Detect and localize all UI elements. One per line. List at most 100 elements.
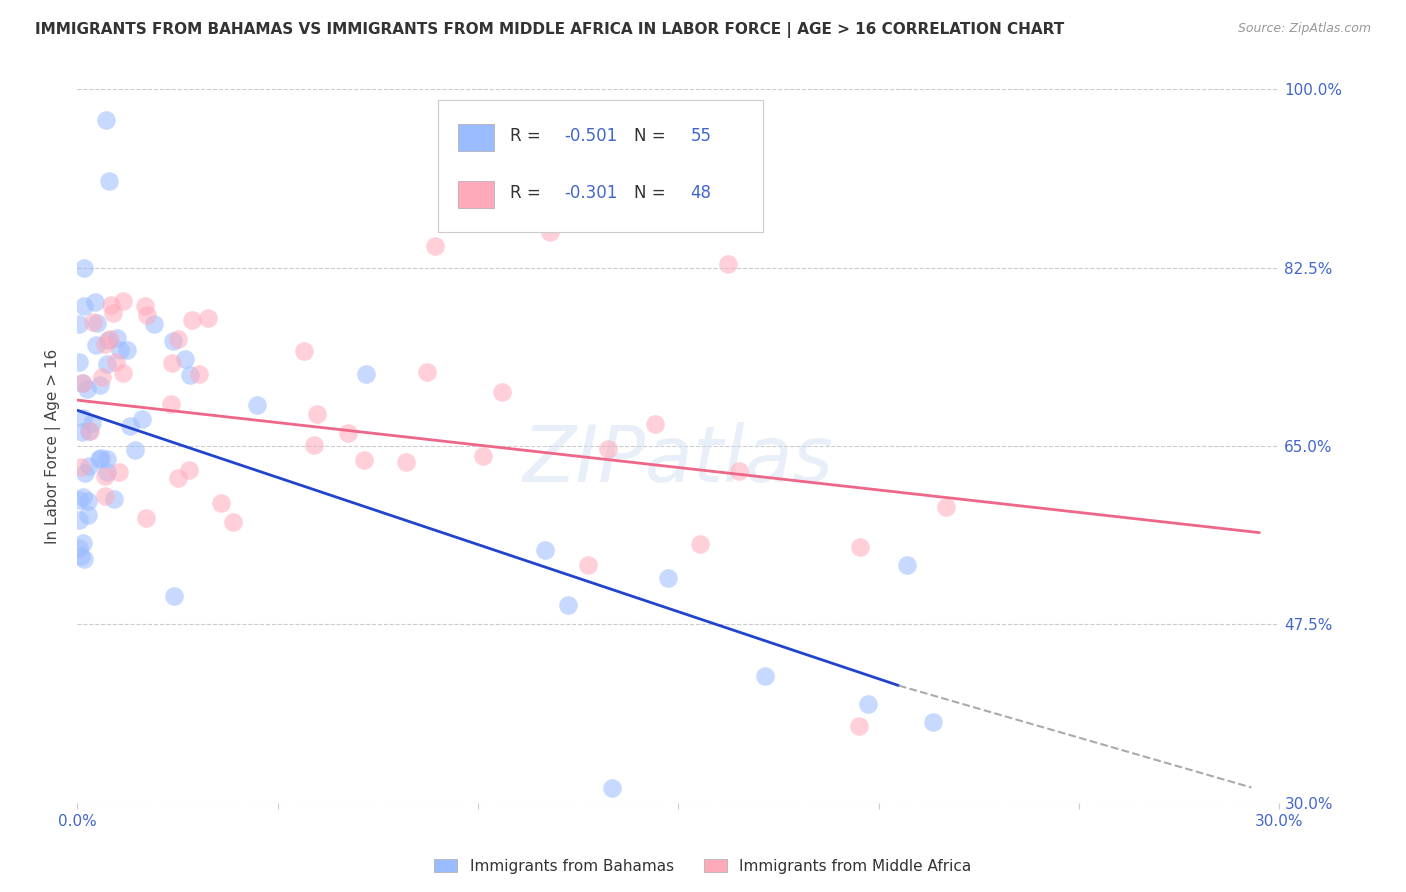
Point [90,451,112,466]
Point [73,299,96,313]
Point [67,493,90,508]
Point [97,333,120,347]
Point [644,417,666,431]
Point [167,471,190,485]
Point [353,452,375,467]
Point [534,543,557,558]
Point [491,384,513,399]
Point [471,449,494,463]
Point [69,549,91,564]
Point [100,297,122,311]
Text: IMMIGRANTS FROM BAHAMAS VS IMMIGRANTS FROM MIDDLE AFRICA IN LABOR FORCE | AGE > : IMMIGRANTS FROM BAHAMAS VS IMMIGRANTS FR… [35,22,1064,38]
Text: Source: ZipAtlas.com: Source: ZipAtlas.com [1237,22,1371,36]
Point [80,416,103,430]
Text: ZIPatlas: ZIPatlas [523,422,834,499]
Point [337,426,360,441]
Point [98,332,121,346]
Point [72,411,94,425]
Point [73,467,96,481]
Point [849,540,872,554]
Point [94,112,117,127]
Point [935,500,957,514]
Point [94,469,117,483]
Point [354,367,377,381]
Y-axis label: In Labor Force | Age > 16: In Labor Force | Age > 16 [45,349,62,543]
Point [160,396,183,410]
Point [103,306,125,320]
Point [94,489,117,503]
Text: N =: N = [634,127,671,145]
Text: -0.301: -0.301 [564,184,617,202]
Point [576,558,599,572]
Point [72,535,94,549]
Point [131,412,153,426]
Point [76,382,98,396]
Point [163,589,186,603]
Point [143,317,166,331]
Point [89,452,111,467]
Point [84,295,107,310]
Point [124,442,146,457]
Point [70,459,93,474]
Point [209,496,232,510]
Text: -0.501: -0.501 [564,127,617,145]
Point [111,293,134,308]
Point [188,367,211,381]
Text: R =: R = [510,127,546,145]
Point [136,308,159,322]
Point [77,425,100,439]
Point [108,343,131,357]
Point [91,369,114,384]
Point [70,425,93,440]
Point [304,438,326,452]
Point [77,508,100,522]
Point [120,419,142,434]
Point [848,719,870,733]
Point [89,378,111,392]
Point [921,714,943,729]
Point [73,260,96,275]
Point [179,368,201,382]
Point [67,318,90,332]
Point [105,330,128,344]
Point [602,780,624,795]
Point [93,337,115,351]
Point [292,343,315,358]
Point [67,513,90,527]
Point [107,466,129,480]
Point [96,452,118,467]
Point [423,239,446,253]
Point [86,316,108,330]
Point [174,351,197,366]
Point [896,558,918,572]
Point [115,343,138,357]
Point [84,337,107,351]
Point [222,516,245,530]
Legend: Immigrants from Bahamas, Immigrants from Middle Africa: Immigrants from Bahamas, Immigrants from… [429,853,977,880]
Point [416,365,439,379]
Point [82,315,104,329]
Point [67,355,90,369]
Point [72,491,94,505]
Point [70,376,93,391]
Point [166,333,188,347]
Point [72,376,94,391]
Point [105,355,128,369]
Point [103,492,125,507]
Point [657,571,679,585]
Point [77,458,100,473]
Point [246,398,269,412]
Point [96,357,118,371]
Point [197,310,219,325]
Text: R =: R = [510,184,546,202]
Point [96,465,118,479]
Point [557,598,579,612]
Point [73,551,96,566]
Point [160,356,183,370]
Point [69,541,91,556]
Point [538,225,561,239]
Bar [458,124,495,152]
Point [98,174,121,188]
Point [598,442,620,456]
Point [858,697,880,711]
